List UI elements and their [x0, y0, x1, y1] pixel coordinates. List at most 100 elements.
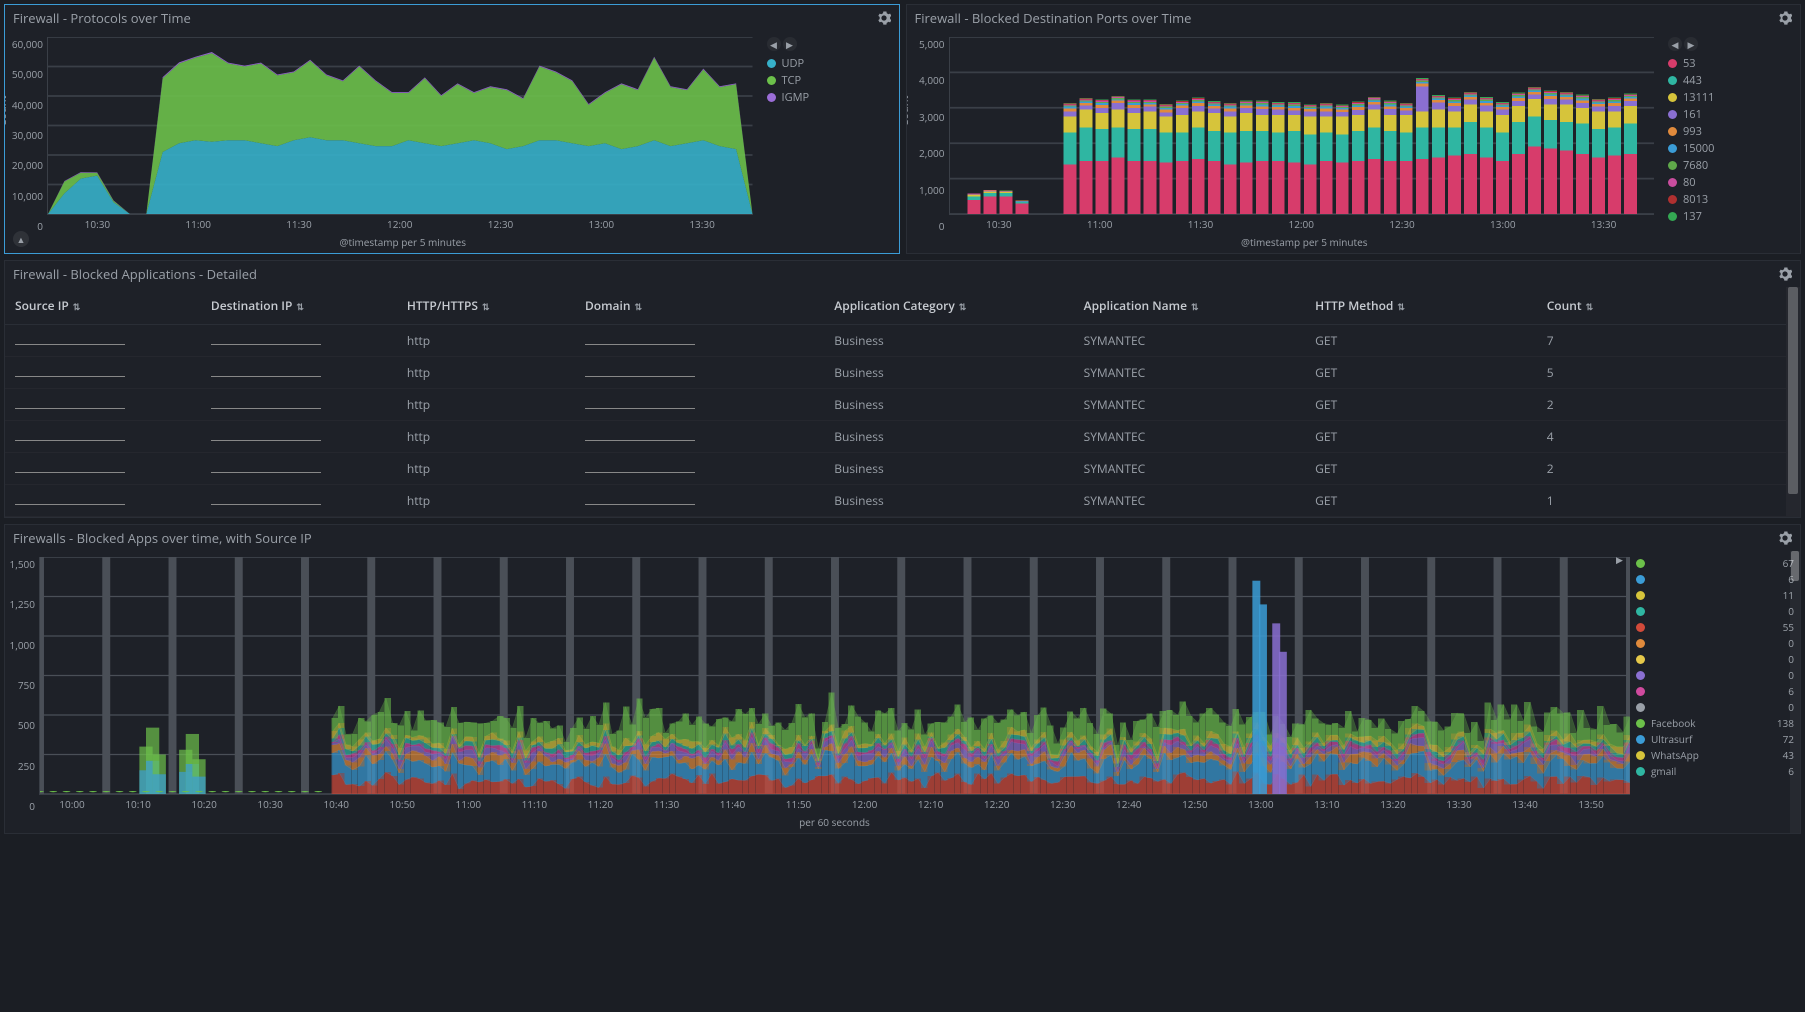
legend-swatch	[1668, 195, 1677, 204]
legend-item[interactable]: 0	[1636, 699, 1794, 715]
legend-prev-icon[interactable]: ◀	[1668, 37, 1682, 51]
legend-item[interactable]: 67	[1636, 555, 1794, 571]
column-header[interactable]: Domain⇅	[575, 287, 824, 325]
legend-item[interactable]: 443	[1668, 72, 1792, 89]
combo-chart[interactable]	[39, 557, 1630, 795]
legend-swatch	[1636, 671, 1645, 680]
legend-swatch	[1668, 212, 1677, 221]
gear-icon[interactable]	[1778, 531, 1792, 545]
y-axis: Count 5,0004,0003,0002,0001,0000	[907, 31, 949, 253]
legend-item[interactable]: WhatsApp43	[1636, 747, 1794, 763]
legend: ◀ ▶ 5344313111161993150007680808013137	[1660, 31, 1800, 253]
legend-item[interactable]: Facebook138	[1636, 715, 1794, 731]
legend-item[interactable]: 161	[1668, 106, 1792, 123]
legend-next-icon[interactable]: ▶	[1684, 37, 1698, 51]
column-header[interactable]: Application Name⇅	[1074, 287, 1306, 325]
panel-apps-over-time: Firewalls - Blocked Apps over time, with…	[4, 524, 1801, 834]
legend-item[interactable]: 13111	[1668, 89, 1792, 106]
y-axis: 1,5001,2501,0007505002500	[5, 551, 39, 833]
legend-swatch	[1668, 59, 1677, 68]
legend-swatch	[1636, 735, 1645, 744]
table-row[interactable]: httpBusinessSYMANTECGET2	[5, 389, 1786, 421]
legend-swatch	[1668, 161, 1677, 170]
legend-swatch	[1636, 703, 1645, 712]
panel-title: Firewall - Blocked Applications - Detail…	[13, 265, 1778, 283]
legend-swatch	[1636, 559, 1645, 568]
legend-swatch	[1636, 623, 1645, 632]
bar-chart[interactable]	[949, 37, 1655, 215]
legend-swatch	[1668, 178, 1677, 187]
legend-item[interactable]: 6	[1636, 683, 1794, 699]
panel-title: Firewall - Blocked Destination Ports ove…	[915, 9, 1779, 27]
column-header[interactable]: Destination IP⇅	[201, 287, 397, 325]
blocked-apps-table: Source IP⇅Destination IP⇅HTTP/HTTPS⇅Doma…	[5, 287, 1786, 517]
x-axis: 10:0010:1010:2010:3010:4010:5011:0011:10…	[39, 795, 1630, 815]
panel-title: Firewall - Protocols over Time	[13, 9, 877, 27]
legend-item[interactable]: 0	[1636, 667, 1794, 683]
legend-swatch	[1636, 687, 1645, 696]
gear-icon[interactable]	[1778, 267, 1792, 281]
legend-swatch	[1668, 110, 1677, 119]
legend-item[interactable]: 11	[1636, 587, 1794, 603]
legend-swatch	[1636, 591, 1645, 600]
legend-item[interactable]: 55	[1636, 619, 1794, 635]
legend-item[interactable]: 7680	[1668, 157, 1792, 174]
panel-ports: Firewall - Blocked Destination Ports ove…	[906, 4, 1802, 254]
legend-prev-icon[interactable]: ◀	[767, 37, 781, 51]
table-row[interactable]: httpBusinessSYMANTECGET4	[5, 421, 1786, 453]
legend-swatch	[1636, 719, 1645, 728]
legend-swatch	[1668, 144, 1677, 153]
legend-item[interactable]: gmail6	[1636, 763, 1794, 779]
legend-swatch	[1636, 751, 1645, 760]
legend-item[interactable]: 80	[1668, 174, 1792, 191]
legend-item[interactable]: 15000	[1668, 140, 1792, 157]
table-row[interactable]: httpBusinessSYMANTECGET1	[5, 485, 1786, 517]
legend-swatch	[767, 93, 776, 102]
legend-swatch	[1668, 76, 1677, 85]
panel-blocked-apps-table: Firewall - Blocked Applications - Detail…	[4, 260, 1801, 518]
table-scrollbar[interactable]	[1786, 287, 1800, 517]
table-row[interactable]: httpBusinessSYMANTECGET2	[5, 453, 1786, 485]
legend-swatch	[1636, 575, 1645, 584]
legend-swatch	[767, 59, 776, 68]
legend: ◀ ▶ UDPTCPIGMP	[759, 31, 899, 253]
legend-swatch	[1636, 767, 1645, 776]
panel-protocols: Firewall - Protocols over Time Count 60,…	[4, 4, 900, 254]
collapse-icon[interactable]: ▲	[13, 231, 29, 247]
legend-swatch	[1636, 655, 1645, 664]
column-header[interactable]: Source IP⇅	[5, 287, 201, 325]
gear-icon[interactable]	[1778, 11, 1792, 25]
legend-item[interactable]: 6	[1636, 571, 1794, 587]
legend-item[interactable]: IGMP	[767, 89, 891, 106]
legend-scrollbar[interactable]	[1790, 551, 1800, 833]
legend-item[interactable]: 53	[1668, 55, 1792, 72]
legend: ▶ 6761105500060Facebook138Ultrasurf72Wha…	[1630, 551, 1800, 833]
legend-swatch	[1636, 639, 1645, 648]
table-row[interactable]: httpBusinessSYMANTECGET5	[5, 357, 1786, 389]
legend-next-icon[interactable]: ▶	[783, 37, 797, 51]
x-axis: 10:3011:0011:3012:0012:3013:0013:30	[949, 215, 1661, 235]
area-chart[interactable]	[47, 37, 753, 215]
y-axis: Count 60,00050,00040,00030,00020,00010,0…	[5, 31, 47, 253]
column-header[interactable]: HTTP/HTTPS⇅	[397, 287, 575, 325]
legend-item[interactable]: 8013	[1668, 191, 1792, 208]
gear-icon[interactable]	[877, 11, 891, 25]
legend-item[interactable]: 0	[1636, 603, 1794, 619]
legend-item[interactable]: 993	[1668, 123, 1792, 140]
legend-swatch	[1636, 607, 1645, 616]
column-header[interactable]: Count⇅	[1537, 287, 1786, 325]
legend-swatch	[1668, 93, 1677, 102]
legend-item[interactable]: 0	[1636, 651, 1794, 667]
column-header[interactable]: HTTP Method⇅	[1305, 287, 1537, 325]
legend-item[interactable]: UDP	[767, 55, 891, 72]
table-row[interactable]: httpBusinessSYMANTECGET7	[5, 325, 1786, 357]
column-header[interactable]: Application Category⇅	[824, 287, 1073, 325]
panel-title: Firewalls - Blocked Apps over time, with…	[13, 529, 1778, 547]
legend-item[interactable]: Ultrasurf72	[1636, 731, 1794, 747]
x-axis: 10:3011:0011:3012:0012:3013:0013:30	[47, 215, 759, 235]
legend-next-icon[interactable]: ▶	[1616, 553, 1628, 565]
legend-item[interactable]: 137	[1668, 208, 1792, 225]
legend-item[interactable]: TCP	[767, 72, 891, 89]
legend-item[interactable]: 0	[1636, 635, 1794, 651]
legend-swatch	[767, 76, 776, 85]
